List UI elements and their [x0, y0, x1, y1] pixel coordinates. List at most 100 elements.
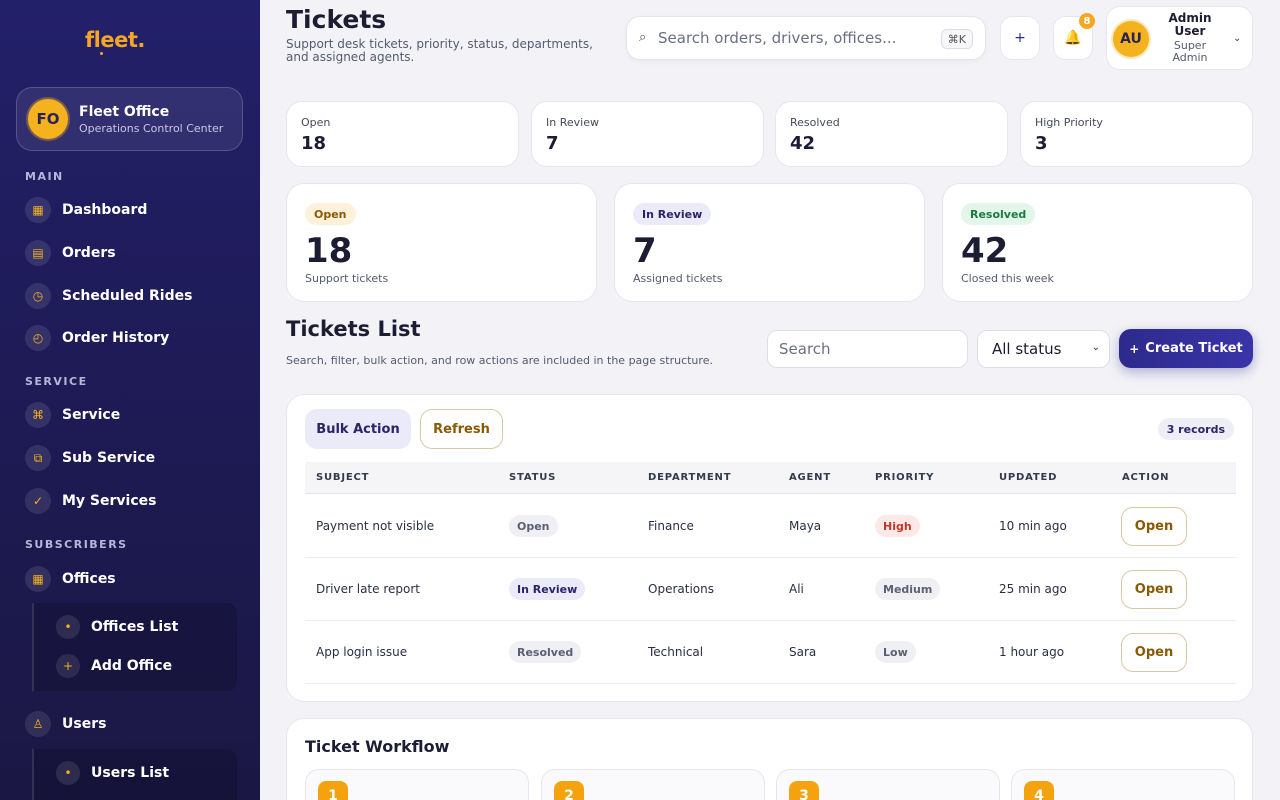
logo-dot	[100, 52, 103, 55]
sidebar-subitem-label: Users List	[91, 765, 170, 781]
brand-logo[interactable]: fleet.	[85, 28, 145, 52]
column-header: PRIORITY	[875, 472, 935, 483]
bell-icon: 🔔	[1064, 30, 1082, 46]
cell-department: Finance	[648, 519, 694, 533]
office-switcher[interactable]: FO Fleet Office Operations Control Cente…	[16, 87, 243, 151]
sidebar-item-offices[interactable]: ▦ Offices	[25, 565, 240, 593]
sidebar-item-service[interactable]: ⌘ Service	[25, 401, 240, 429]
sidebar-item-my-services[interactable]: ✓ My Services	[25, 487, 240, 515]
stat-card-in-review: In Review 7	[531, 101, 764, 167]
grid-icon: ▦	[25, 197, 51, 223]
bulk-action-button[interactable]: Bulk Action	[305, 409, 411, 449]
search-icon: ⌕	[639, 30, 647, 45]
sidebar-item-sub-service[interactable]: ⧉ Sub Service	[25, 444, 240, 472]
sidebar-item-order-history[interactable]: ◴ Order History	[25, 324, 240, 352]
workflow-step: 4	[1011, 769, 1235, 800]
clock-icon: ◷	[25, 283, 51, 309]
sidebar-item-dashboard[interactable]: ▦ Dashboard	[25, 196, 240, 224]
column-header: STATUS	[509, 472, 557, 483]
cell-agent: Sara	[789, 645, 817, 659]
sidebar-subitem-users-list[interactable]: • Users List	[56, 761, 169, 785]
summary-caption: Support tickets	[305, 272, 389, 285]
sidebar-item-label: Scheduled Rides	[62, 288, 193, 304]
open-ticket-button[interactable]: Open	[1121, 507, 1187, 546]
status-badge: Resolved	[961, 203, 1036, 225]
section-title: Tickets List	[286, 317, 421, 341]
stat-value: 42	[790, 133, 816, 154]
user-role: Super Admin	[1172, 39, 1208, 64]
global-search-input[interactable]: ⌕ Search orders, drivers, offices... ⌘K	[626, 16, 986, 60]
search-placeholder: Search orders, drivers, offices...	[658, 29, 897, 47]
priority-badge: Low	[875, 641, 916, 663]
table-row[interactable]: App login issue Resolved Technical Sara …	[305, 621, 1236, 684]
cell-updated: 25 min ago	[999, 582, 1067, 596]
stat-label: High Priority	[1035, 116, 1103, 129]
table-row[interactable]: Driver late report In Review Operations …	[305, 558, 1236, 621]
stat-card-high-priority: High Priority 3	[1020, 101, 1253, 167]
summary-card-resolved: Resolved 42 Closed this week	[942, 183, 1253, 302]
cell-subject: App login issue	[316, 645, 408, 659]
sidebar-item-label: Orders	[62, 245, 116, 261]
open-ticket-button[interactable]: Open	[1121, 633, 1187, 672]
open-ticket-button[interactable]: Open	[1121, 570, 1187, 609]
button-label: Create Ticket	[1145, 341, 1243, 356]
workflow-step: 1	[305, 769, 529, 800]
priority-badge: High	[875, 515, 920, 537]
refresh-button[interactable]: Refresh	[420, 409, 503, 449]
table-row[interactable]: Payment not visible Open Finance Maya Hi…	[305, 495, 1236, 558]
section-main: MAIN	[25, 170, 64, 183]
status-badge: In Review	[509, 578, 586, 600]
stat-card-resolved: Resolved 42	[775, 101, 1008, 167]
step-number: 3	[789, 781, 819, 800]
cell-updated: 10 min ago	[999, 519, 1067, 533]
summary-caption: Assigned tickets	[633, 272, 723, 285]
avatar: AU	[1113, 21, 1149, 57]
check-icon: ✓	[25, 488, 51, 514]
office-name: Fleet Office	[79, 104, 170, 120]
sidebar-item-scheduled-rides[interactable]: ◷ Scheduled Rides	[25, 282, 240, 310]
chevron-down-icon: ⌄	[1091, 342, 1100, 353]
sidebar-item-orders[interactable]: ▤ Orders	[25, 239, 240, 267]
box-icon: ▤	[25, 240, 51, 266]
command-icon: ⌘	[25, 402, 51, 428]
column-header: UPDATED	[999, 472, 1058, 483]
sidebar-item-label: Users	[62, 716, 107, 732]
page-subtitle: Support desk tickets, priority, status, …	[286, 37, 593, 64]
status-filter-select[interactable]: All status ⌄	[977, 330, 1110, 368]
chevron-down-icon: ⌄	[1233, 33, 1242, 44]
ticket-workflow-card: Ticket Workflow 1 2 3 4	[286, 718, 1253, 800]
workflow-step: 3	[776, 769, 1000, 800]
sidebar-subitem-add-office[interactable]: + Add Office	[56, 654, 172, 678]
section-subtitle: Search, filter, bulk action, and row act…	[286, 354, 713, 367]
cell-department: Operations	[648, 582, 714, 596]
cell-updated: 1 hour ago	[999, 645, 1065, 659]
dot-icon: •	[56, 615, 80, 639]
summary-card-in-review: In Review 7 Assigned tickets	[614, 183, 925, 302]
cell-subject: Payment not visible	[316, 519, 435, 533]
notifications-button[interactable]: 🔔 8	[1053, 13, 1095, 60]
plus-icon: +	[56, 654, 80, 678]
offices-submenu: • Offices List + Add Office	[32, 603, 237, 691]
table-search-input[interactable]: Search	[767, 330, 968, 368]
layers-icon: ⧉	[25, 445, 51, 471]
history-icon: ◴	[25, 325, 51, 351]
step-number: 2	[554, 781, 584, 800]
cell-department: Technical	[648, 645, 704, 659]
cell-subject: Driver late report	[316, 582, 420, 596]
sidebar-subitem-label: Add Office	[91, 658, 173, 674]
shortcut-hint: ⌘K	[940, 29, 973, 49]
priority-badge: Medium	[875, 578, 941, 600]
sidebar-subitem-label: Offices List	[91, 619, 179, 635]
notification-badge: 8	[1079, 13, 1095, 29]
create-ticket-button[interactable]: + Create Ticket	[1119, 329, 1253, 368]
user-menu[interactable]: AU Admin User Super Admin ⌄	[1106, 6, 1253, 70]
cell-agent: Ali	[789, 582, 804, 596]
plus-icon: +	[1129, 341, 1140, 356]
sidebar-item-users[interactable]: ♙ Users	[25, 710, 240, 738]
summary-value: 42	[961, 231, 1009, 271]
workflow-title: Ticket Workflow	[305, 737, 450, 756]
office-subtitle: Operations Control Center	[79, 122, 224, 135]
summary-caption: Closed this week	[961, 272, 1054, 285]
sidebar-subitem-offices-list[interactable]: • Offices List	[56, 615, 178, 639]
add-button[interactable]: +	[1000, 16, 1040, 60]
